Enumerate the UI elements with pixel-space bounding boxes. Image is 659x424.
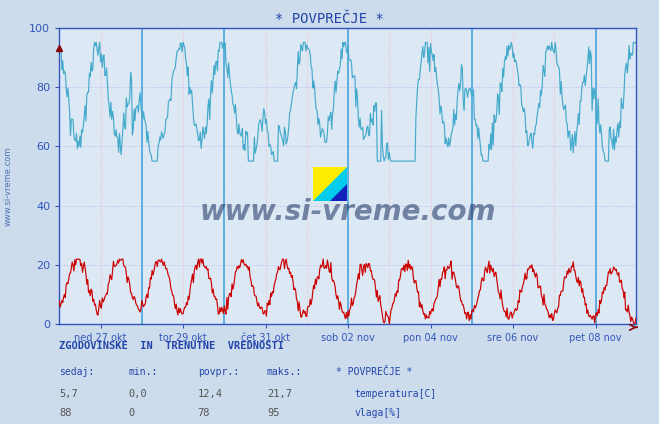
Text: * POVPREČJE *: * POVPREČJE * xyxy=(275,12,384,26)
Text: www.si-vreme.com: www.si-vreme.com xyxy=(4,147,13,226)
Text: maks.:: maks.: xyxy=(267,367,302,377)
Polygon shape xyxy=(330,184,347,201)
Text: www.si-vreme.com: www.si-vreme.com xyxy=(200,198,496,226)
Text: povpr.:: povpr.: xyxy=(198,367,239,377)
Text: vlaga[%]: vlaga[%] xyxy=(355,408,401,418)
Text: ZGODOVINSKE  IN  TRENUTNE  VREDNOSTI: ZGODOVINSKE IN TRENUTNE VREDNOSTI xyxy=(59,341,284,351)
Text: * POVPREČJE *: * POVPREČJE * xyxy=(336,367,413,377)
Text: 12,4: 12,4 xyxy=(198,389,223,399)
Text: 5,7: 5,7 xyxy=(59,389,78,399)
Text: 95: 95 xyxy=(267,408,279,418)
Text: 78: 78 xyxy=(198,408,210,418)
Text: 88: 88 xyxy=(59,408,72,418)
Text: min.:: min.: xyxy=(129,367,158,377)
Text: 21,7: 21,7 xyxy=(267,389,292,399)
Text: sedaj:: sedaj: xyxy=(59,367,94,377)
Text: 0,0: 0,0 xyxy=(129,389,147,399)
Polygon shape xyxy=(313,167,347,201)
Polygon shape xyxy=(313,167,347,201)
Text: 0: 0 xyxy=(129,408,134,418)
Text: temperatura[C]: temperatura[C] xyxy=(355,389,437,399)
